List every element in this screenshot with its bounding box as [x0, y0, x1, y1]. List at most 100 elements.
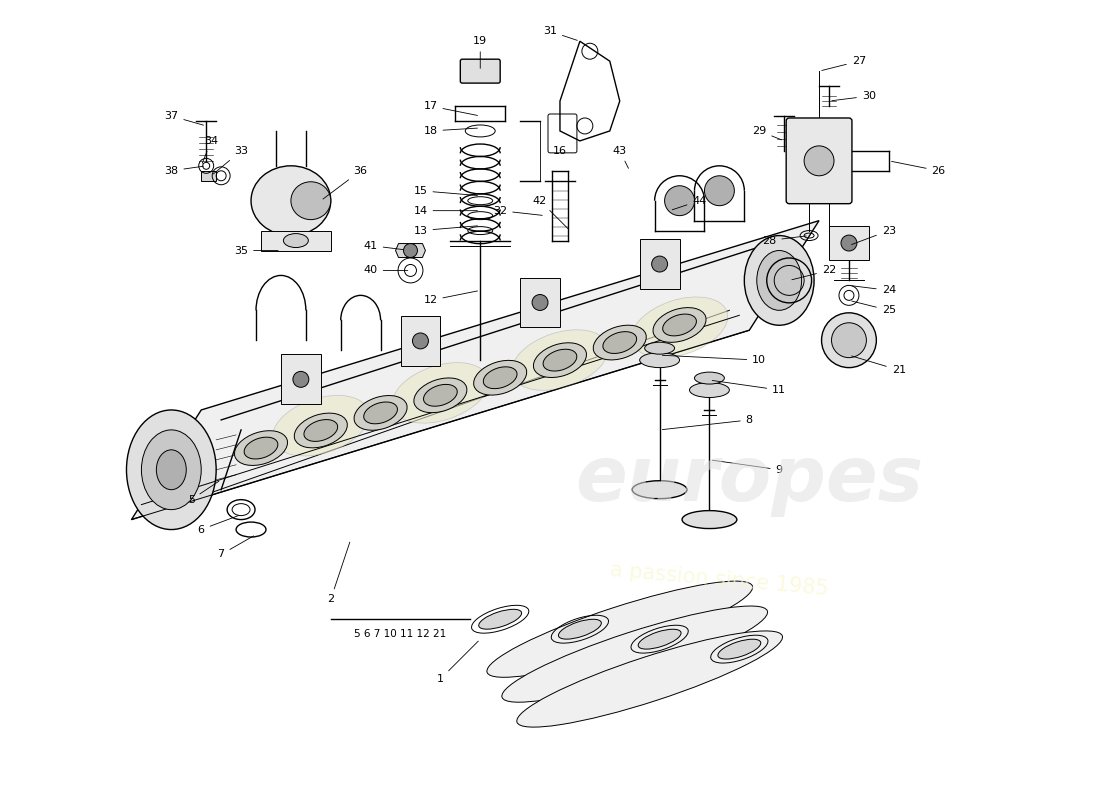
Text: a passion since 1985: a passion since 1985	[609, 560, 829, 599]
Ellipse shape	[290, 182, 331, 220]
Ellipse shape	[393, 362, 488, 423]
Text: 37: 37	[164, 111, 204, 125]
Text: 21: 21	[851, 356, 905, 375]
Text: 14: 14	[414, 206, 477, 216]
Ellipse shape	[631, 297, 728, 358]
Text: 10: 10	[662, 355, 767, 365]
Text: 38: 38	[164, 166, 204, 176]
Text: 16: 16	[553, 146, 566, 156]
Circle shape	[704, 176, 735, 206]
Text: 19: 19	[473, 36, 487, 68]
Text: 18: 18	[424, 126, 477, 136]
Ellipse shape	[534, 342, 586, 378]
Ellipse shape	[126, 410, 217, 530]
Ellipse shape	[593, 325, 647, 360]
Ellipse shape	[822, 313, 877, 368]
Polygon shape	[201, 170, 217, 181]
Ellipse shape	[478, 610, 521, 629]
Circle shape	[412, 333, 428, 349]
Circle shape	[532, 294, 548, 310]
Text: europes: europes	[575, 442, 923, 517]
Circle shape	[404, 243, 418, 258]
Ellipse shape	[284, 234, 308, 247]
Ellipse shape	[662, 314, 696, 336]
Polygon shape	[640, 239, 680, 289]
Ellipse shape	[474, 360, 527, 395]
Ellipse shape	[364, 402, 397, 424]
Text: 30: 30	[832, 91, 876, 101]
Text: 5 6 7 10 11 12 21: 5 6 7 10 11 12 21	[354, 629, 447, 639]
Ellipse shape	[718, 639, 761, 659]
Text: 36: 36	[323, 166, 367, 199]
Ellipse shape	[603, 332, 637, 354]
Ellipse shape	[653, 307, 706, 342]
Text: 33: 33	[213, 146, 249, 174]
Text: 34: 34	[202, 136, 218, 163]
Ellipse shape	[251, 166, 331, 235]
Ellipse shape	[512, 330, 608, 390]
FancyBboxPatch shape	[829, 226, 869, 261]
Text: 9: 9	[712, 460, 783, 474]
Text: 17: 17	[424, 101, 477, 115]
Polygon shape	[400, 316, 440, 366]
Ellipse shape	[832, 322, 867, 358]
Ellipse shape	[502, 606, 768, 702]
FancyBboxPatch shape	[460, 59, 500, 83]
Text: 15: 15	[414, 186, 477, 196]
Ellipse shape	[745, 235, 814, 326]
Ellipse shape	[757, 250, 802, 310]
Text: 28: 28	[762, 235, 806, 246]
Circle shape	[293, 371, 309, 387]
Text: 8: 8	[662, 415, 752, 430]
Ellipse shape	[694, 372, 725, 384]
Ellipse shape	[244, 437, 278, 459]
Text: 32: 32	[493, 206, 542, 216]
Ellipse shape	[640, 353, 680, 368]
Text: 13: 13	[414, 226, 477, 235]
Ellipse shape	[645, 342, 674, 354]
Text: 41: 41	[364, 241, 408, 250]
Ellipse shape	[543, 350, 576, 371]
Text: 12: 12	[424, 291, 477, 306]
Text: 1: 1	[437, 641, 478, 684]
Text: 42: 42	[532, 196, 568, 229]
Text: 5: 5	[188, 482, 219, 505]
Text: 11: 11	[712, 381, 786, 395]
Ellipse shape	[517, 631, 782, 727]
Ellipse shape	[273, 395, 368, 456]
Ellipse shape	[483, 367, 517, 389]
FancyBboxPatch shape	[261, 230, 331, 250]
Text: 22: 22	[792, 266, 836, 280]
Text: 31: 31	[543, 26, 578, 40]
Text: 6: 6	[198, 515, 239, 534]
Text: 27: 27	[822, 56, 866, 70]
Ellipse shape	[142, 430, 201, 510]
FancyBboxPatch shape	[786, 118, 851, 204]
Circle shape	[664, 186, 694, 216]
Text: 25: 25	[851, 301, 895, 315]
Text: 40: 40	[364, 266, 408, 275]
Ellipse shape	[414, 378, 466, 413]
Polygon shape	[280, 354, 321, 404]
Ellipse shape	[354, 395, 407, 430]
Text: 23: 23	[851, 226, 895, 245]
Ellipse shape	[487, 581, 752, 678]
Ellipse shape	[234, 430, 287, 466]
Ellipse shape	[304, 419, 338, 442]
Text: 29: 29	[752, 126, 782, 140]
Ellipse shape	[682, 510, 737, 529]
Polygon shape	[520, 278, 560, 327]
Text: 43: 43	[613, 146, 628, 168]
Text: 7: 7	[218, 536, 254, 559]
Polygon shape	[396, 243, 426, 258]
Ellipse shape	[638, 630, 681, 649]
Ellipse shape	[690, 382, 729, 398]
Circle shape	[842, 235, 857, 251]
Circle shape	[651, 256, 668, 272]
Ellipse shape	[559, 619, 602, 639]
Ellipse shape	[295, 413, 348, 448]
Ellipse shape	[804, 146, 834, 176]
Text: 26: 26	[891, 162, 946, 176]
Polygon shape	[132, 221, 820, 519]
Text: 35: 35	[234, 246, 278, 255]
